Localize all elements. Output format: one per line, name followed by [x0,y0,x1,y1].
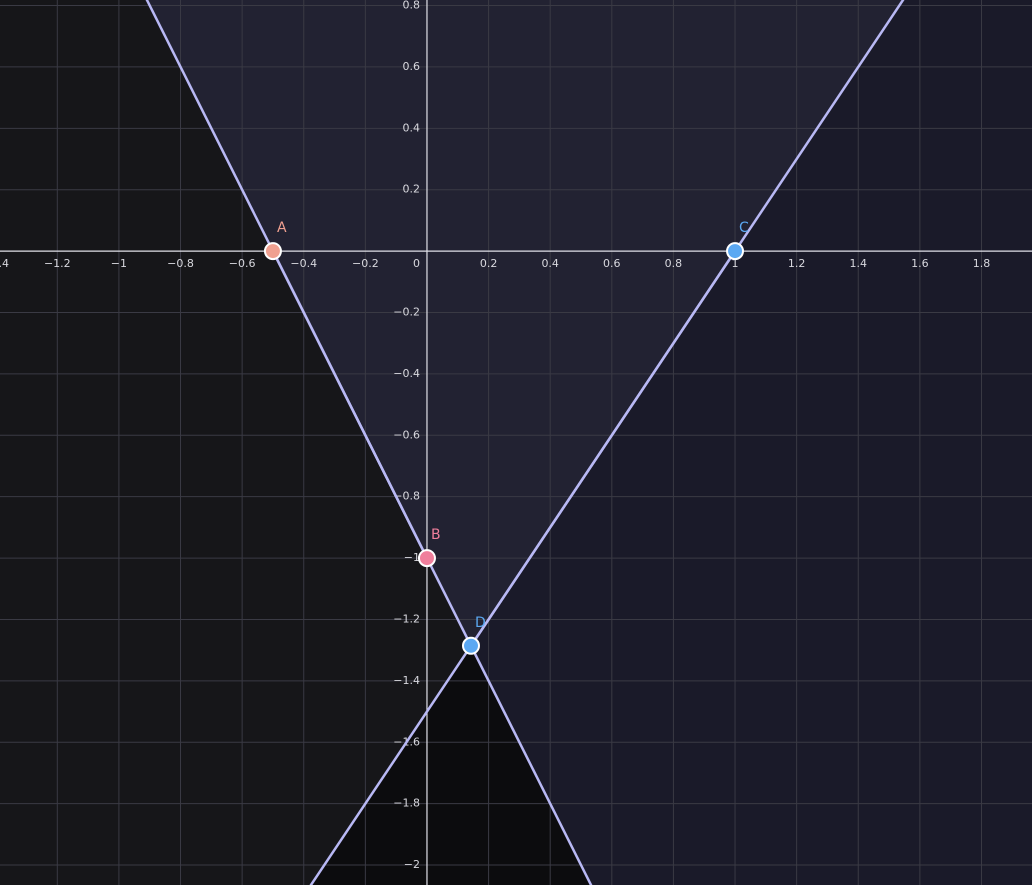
line [469,250,737,647]
point-label: D [475,615,486,631]
y-tick-label: −1.8 [393,797,420,810]
y-tick-label: −1.4 [393,674,420,687]
x-tick-label: 0.8 [665,257,683,270]
x-tick-label: 0.6 [603,257,621,270]
line [271,250,429,559]
point-label: A [277,220,287,236]
point [417,549,436,568]
x-tick-label: 1 [732,257,739,270]
origin-label: 0 [413,257,420,270]
point-label: B [431,527,441,543]
point-label: C [739,220,749,236]
x-tick-label: −1 [111,257,127,270]
point [726,242,745,261]
y-tick-label: −0.8 [393,490,420,503]
x-tick-label: −0.4 [290,257,317,270]
x-tick-label: 1.6 [911,257,929,270]
y-tick-label: −2 [404,858,420,871]
x-tick-label: −0.6 [229,257,256,270]
point [263,242,282,261]
x-tick-label: 1.8 [973,257,991,270]
y-tick-label: −1.2 [393,612,420,625]
point [461,636,480,655]
y-tick-label: 0.2 [402,183,420,196]
y-tick-label: 0.8 [402,0,420,12]
y-tick-label: 0.6 [402,60,420,73]
x-tick-label: 0.2 [480,257,498,270]
y-tick-label: −0.4 [393,367,420,380]
x-tick-label: 1.2 [788,257,806,270]
x-tick-label: −0.8 [167,257,194,270]
y-tick-label: −1 [404,551,420,564]
y-tick-label: −0.6 [393,428,420,441]
x-tick-label: 1.4 [850,257,868,270]
y-tick-label: −0.2 [393,305,420,318]
x-tick-label: −1.4 [0,257,9,270]
x-tick-label: 0.4 [541,257,559,270]
y-tick-label: 0.4 [402,121,420,134]
x-tick-label: −0.2 [352,257,379,270]
x-tick-label: −1.2 [44,257,71,270]
